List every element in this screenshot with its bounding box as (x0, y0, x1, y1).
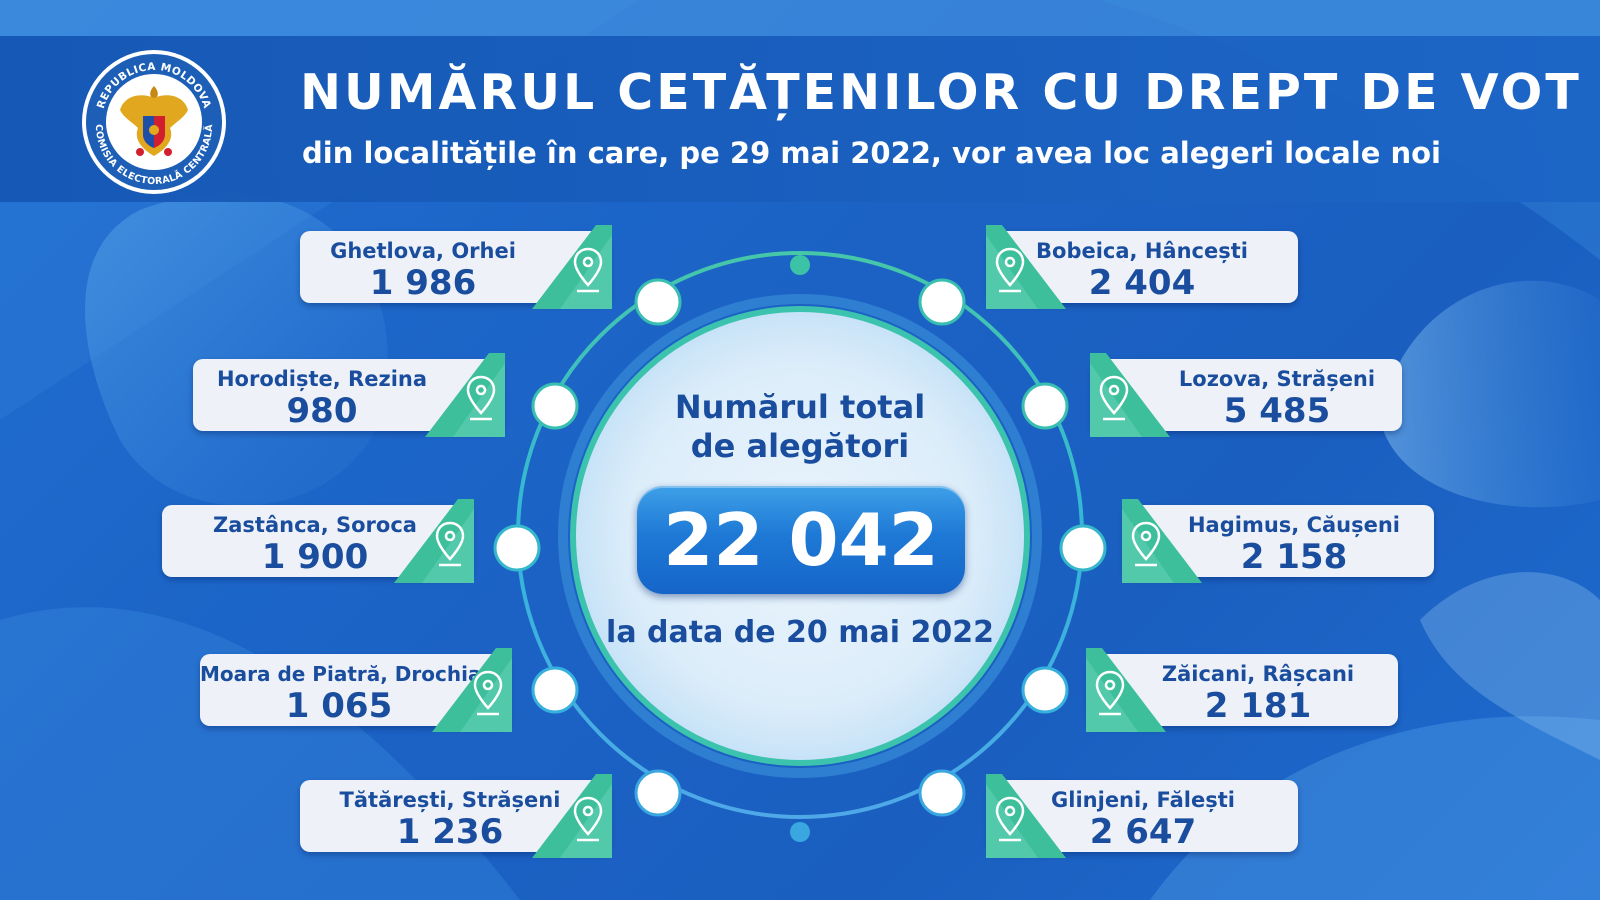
header-band (0, 36, 1600, 202)
locality-name: Horodiște, Rezina (216, 367, 428, 391)
locality-name: Ghetlova, Orhei (330, 239, 516, 263)
cec-logo: REPUBLICA MOLDOVA COMISIA ELECTORALĂ CEN… (82, 50, 226, 194)
voter-count: 1 986 (369, 263, 477, 303)
locality-card: Horodiște, Rezina 980 (193, 353, 505, 437)
total-label: Numărul total de alegători (600, 388, 1000, 466)
node-right-1 (918, 278, 966, 326)
voter-count: 2 158 (1240, 537, 1348, 577)
location-pin-icon (986, 774, 1066, 858)
node-left-2 (531, 382, 579, 430)
locality-card: Tătărești, Strășeni 1 236 (300, 774, 612, 858)
node-left-3 (493, 524, 541, 572)
location-pin-icon (1122, 499, 1202, 583)
location-pin-icon (532, 774, 612, 858)
ring-bottom-dot (790, 822, 810, 842)
locality-card: Lozova, Strășeni 5 485 (1090, 353, 1402, 437)
locality-card: Hagimus, Căușeni 2 158 (1122, 499, 1434, 583)
locality-card: Ghetlova, Orhei 1 986 (300, 225, 612, 309)
locality-name: Tătărești, Strășeni (339, 788, 561, 812)
node-right-4 (1021, 666, 1069, 714)
node-right-2 (1021, 382, 1069, 430)
location-pin-icon (1086, 648, 1166, 732)
location-pin-icon (432, 648, 512, 732)
voter-count: 1 236 (396, 812, 504, 852)
voter-count: 2 404 (1088, 263, 1196, 303)
locality-card: Glinjeni, Fălești 2 647 (986, 774, 1298, 858)
locality-card: Moara de Piatră, Drochia 1 065 (200, 648, 512, 732)
total-value-pill: 22 042 (637, 486, 965, 594)
locality-name: Hagimus, Căușeni (1187, 513, 1401, 537)
voter-count: 2 181 (1204, 686, 1312, 726)
total-label-line1: Numărul total (674, 388, 926, 426)
node-left-5 (634, 769, 682, 817)
locality-name: Zastânca, Soroca (213, 513, 417, 537)
locality-card: Bobeica, Hâncești 2 404 (986, 225, 1298, 309)
total-value: 22 042 (663, 498, 939, 582)
locality-name: Zăicani, Râșcani (1161, 662, 1355, 686)
voter-count: 980 (286, 391, 358, 431)
node-left-1 (634, 278, 682, 326)
location-pin-icon (394, 499, 474, 583)
voter-count: 5 485 (1223, 391, 1331, 431)
page-subtitle: din localitățile în care, pe 29 mai 2022… (302, 136, 1442, 170)
total-label-line2: de alegători (690, 427, 910, 465)
node-left-4 (531, 666, 579, 714)
coat-of-arms-icon (120, 86, 188, 156)
locality-name: Bobeica, Hâncești (1036, 239, 1248, 263)
voter-count: 1 065 (285, 686, 393, 726)
locality-name: Moara de Piatră, Drochia (200, 662, 482, 686)
node-right-3 (1059, 524, 1107, 572)
location-pin-icon (1090, 353, 1170, 437)
locality-name: Lozova, Strășeni (1178, 367, 1376, 391)
locality-card: Zastânca, Soroca 1 900 (162, 499, 474, 583)
node-right-5 (918, 769, 966, 817)
location-pin-icon (425, 353, 505, 437)
voter-count: 2 647 (1089, 812, 1197, 852)
locality-card: Zăicani, Râșcani 2 181 (1086, 648, 1398, 732)
voter-count: 1 900 (261, 537, 369, 577)
page-title: NUMĂRUL CETĂȚENILOR CU DREPT DE VOT (300, 64, 1582, 121)
location-pin-icon (532, 225, 612, 309)
location-pin-icon (986, 225, 1066, 309)
ring-top-dot (790, 255, 810, 275)
connector-nodes (493, 278, 1107, 817)
total-date: la data de 20 mai 2022 (606, 615, 994, 650)
locality-name: Glinjeni, Fălești (1051, 788, 1235, 812)
